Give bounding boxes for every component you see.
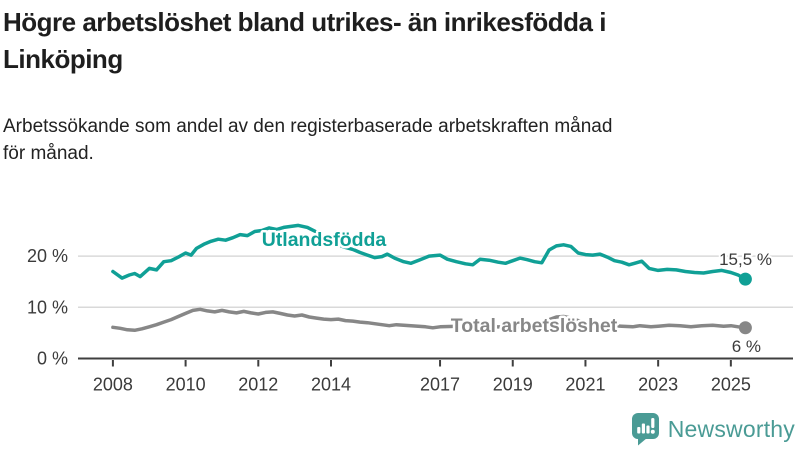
- unemployment-line-chart: 2008 2010 2012 2014 2017 2019 2021 2023 2025 0 % 1…: [27, 223, 793, 395]
- y-tick-label-20pct: 20 %: [27, 246, 68, 266]
- series-label-total-arbetsloshet: Total arbetslöshet: [451, 315, 618, 337]
- x-tick-label-2010: 2010: [166, 375, 206, 395]
- chart-subtitle-line-1: Arbetssökande som andel av den registerb…: [3, 116, 613, 137]
- x-tick-label-2021: 2021: [565, 375, 605, 395]
- x-tick-label-2008: 2008: [93, 375, 133, 395]
- end-value-label-total-arbetsloshet: 6 %: [732, 337, 761, 356]
- end-value-label-utlandsfodda: 15,5 %: [719, 250, 772, 269]
- y-tick-label-10pct: 10 %: [27, 297, 68, 317]
- newsworthy-chart-bubble-icon: [631, 413, 659, 446]
- series-end-dot-utlandsfodda: [738, 272, 752, 286]
- y-tick-label-0pct: 0 %: [37, 349, 68, 369]
- line-chart-area: 2008 2010 2012 2014 2017 2019 2021 2023 2025 0 % 1…: [0, 196, 800, 406]
- x-tick-label-2023: 2023: [638, 375, 678, 395]
- x-tick-label-2019: 2019: [493, 375, 533, 395]
- series-label-utlandsfodda: Utlandsfödda: [262, 229, 387, 251]
- newsworthy-logo-text: Newsworthy: [667, 415, 795, 442]
- series-line-utlandsfodda: [111, 223, 748, 281]
- x-tick-label-2025: 2025: [711, 375, 751, 395]
- series-line-total-arbetsloshet: [111, 307, 748, 333]
- series-end-dot-total-arbetsloshet: [738, 321, 752, 335]
- chart-title: Högre arbetslöshet bland utrikes- än inr…: [3, 4, 797, 78]
- chart-subtitle-line-2: för månad.: [3, 143, 94, 164]
- x-tick-label-2014: 2014: [311, 375, 351, 395]
- x-tick-label-2012: 2012: [238, 375, 278, 395]
- newsworthy-logo[interactable]: Newsworthy: [631, 412, 795, 446]
- chart-title-line-2: Linköping: [3, 44, 123, 74]
- chart-title-line-1: Högre arbetslöshet bland utrikes- än inr…: [3, 7, 606, 37]
- chart-subtitle: Arbetssökande som andel av den registerb…: [3, 113, 783, 167]
- x-tick-label-2017: 2017: [420, 375, 460, 395]
